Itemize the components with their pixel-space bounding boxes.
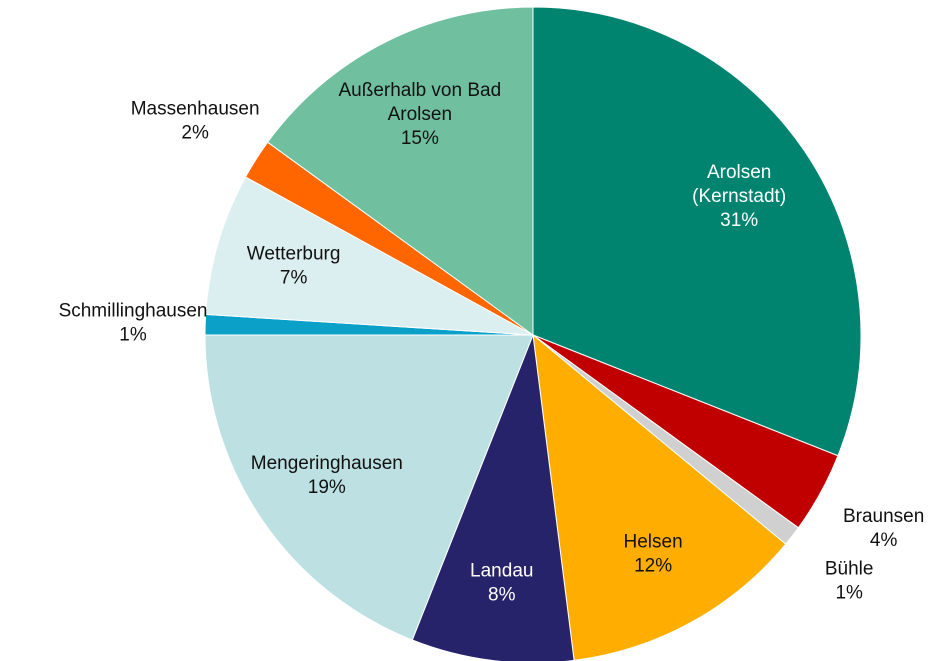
slice-value-label: 4% [870,530,898,551]
slice-value-label: 2% [181,123,209,144]
slice-value-label: 1% [119,324,147,345]
label-line: Außerhalb von Bad [338,80,501,101]
slice-label: Bühle [825,558,874,579]
slice-label: Schmillinghausen [59,300,208,321]
pie-slice [205,176,534,336]
slice-value-label: 31% [720,210,758,231]
slice-label: Arolsen (Kernstadt) [692,162,786,207]
slice-value-label: 8% [488,584,516,605]
slice-value-label: 7% [280,267,308,288]
slice-label: Mengeringhausen [251,453,403,474]
label-line: (Kernstadt) [692,186,786,207]
slice-value-label: 1% [835,582,863,603]
slice-label: Massenhausen [131,99,260,120]
pie-slice [266,6,534,336]
pie-slice [532,333,787,661]
pie-slice [532,6,862,457]
slice-value-label: 12% [634,555,672,576]
slice-label: Braunsen [843,506,924,527]
slice-value-label: 15% [401,128,439,149]
label-line: Arolsen [707,162,771,183]
slice-label: Außerhalb von Bad Arolsen [338,80,501,125]
slice-value-label: 19% [308,477,346,498]
slice-label: Helsen [624,531,683,552]
slice-label: Wetterburg [247,243,341,264]
label-line: Arolsen [388,104,452,125]
pie-slice [411,334,575,661]
pie-slice [204,334,534,641]
slice-label: Landau [470,560,533,581]
